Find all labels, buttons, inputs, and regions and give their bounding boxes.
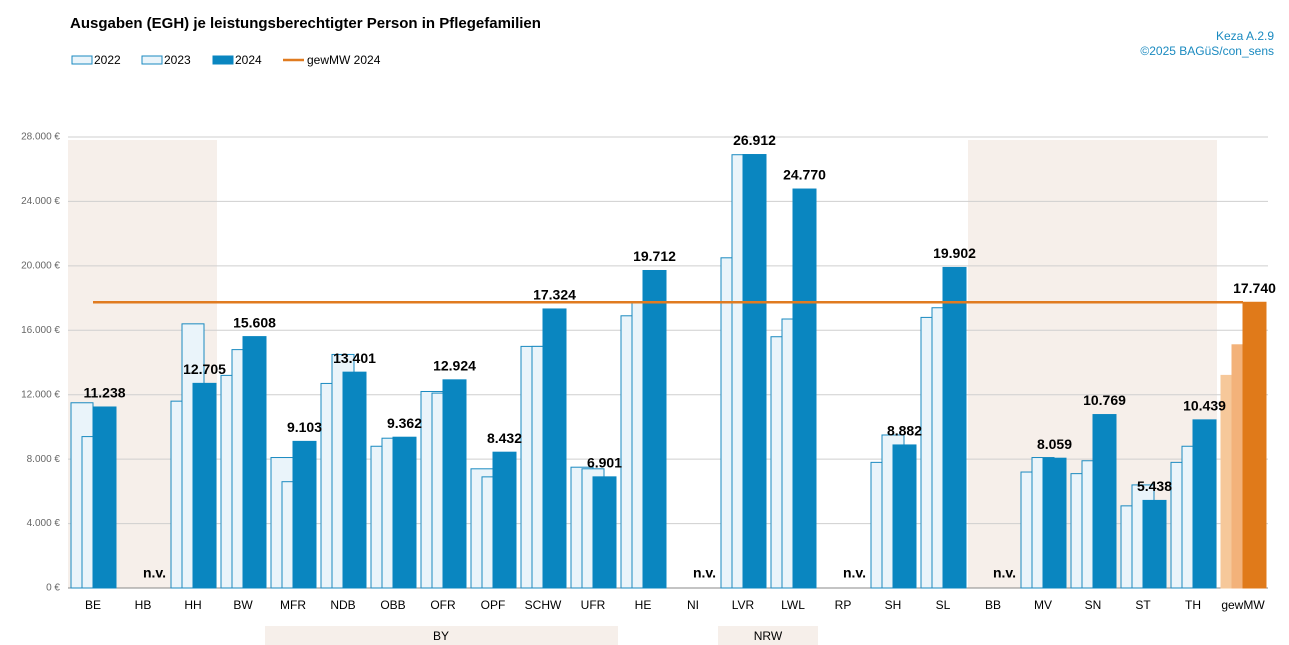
x-tick-label: UFR <box>581 598 606 612</box>
x-tick-label: OBB <box>380 598 405 612</box>
value-label: 9.362 <box>387 415 422 431</box>
note: Keza A.2.9 <box>1216 29 1274 43</box>
x-tick-label: SN <box>1085 598 1102 612</box>
bar <box>342 371 367 589</box>
bar <box>442 379 467 589</box>
y-tick-label: 12.000 € <box>21 389 60 400</box>
x-tick-label: NI <box>687 598 699 612</box>
x-tick-label: BW <box>233 598 253 612</box>
value-label: 26.912 <box>733 132 776 148</box>
value-label: 15.608 <box>233 314 276 330</box>
x-tick-label: HE <box>635 598 652 612</box>
bar <box>92 406 117 589</box>
y-tick-label: 16.000 € <box>21 325 60 336</box>
group-label: NRW <box>754 629 783 643</box>
value-label: 19.712 <box>633 248 676 264</box>
value-label: 5.438 <box>1137 478 1172 494</box>
x-tick-label: RP <box>835 598 852 612</box>
x-tick-label: BE <box>85 598 101 612</box>
bar <box>742 154 767 589</box>
value-label: n.v. <box>843 565 866 581</box>
x-tick-label: HB <box>135 598 152 612</box>
x-tick-label: BB <box>985 598 1001 612</box>
value-label: 6.901 <box>587 455 622 471</box>
bar <box>492 451 517 589</box>
value-label: 13.401 <box>333 350 376 366</box>
bar <box>292 440 317 589</box>
bar <box>1092 414 1117 589</box>
x-tick-label: OFR <box>430 598 456 612</box>
note: ©2025 BAGüS/con_sens <box>1140 44 1274 58</box>
value-label: 10.439 <box>1183 398 1226 414</box>
x-tick-label: MV <box>1034 598 1052 612</box>
y-tick-label: 20.000 € <box>21 260 60 271</box>
x-tick-label: ST <box>1135 598 1151 612</box>
bar <box>1192 419 1217 589</box>
value-label: 17.740 <box>1233 280 1276 296</box>
bar <box>642 269 667 589</box>
x-tick-label: TH <box>1185 598 1201 612</box>
bar <box>892 444 917 589</box>
x-tick-label: SL <box>936 598 951 612</box>
x-tick-label: SH <box>885 598 902 612</box>
value-label: 19.902 <box>933 245 976 261</box>
bar <box>242 336 267 589</box>
value-label: 24.770 <box>783 167 826 183</box>
y-tick-label: 0 € <box>46 583 60 594</box>
bar <box>1242 301 1267 589</box>
group-box <box>265 626 618 645</box>
value-label: 9.103 <box>287 419 322 435</box>
legend-label: 2023 <box>164 53 191 67</box>
bar <box>792 188 817 589</box>
legend-swatch <box>212 55 234 65</box>
legend-swatch <box>71 55 93 65</box>
x-tick-label: NDB <box>330 598 355 612</box>
legend-label: 2024 <box>235 53 262 67</box>
legend-swatch <box>141 55 163 65</box>
value-label: n.v. <box>993 565 1016 581</box>
value-label: n.v. <box>143 565 166 581</box>
value-label: 12.705 <box>183 361 226 377</box>
y-tick-label: 4.000 € <box>27 518 61 529</box>
x-tick-label: MFR <box>280 598 306 612</box>
bar <box>192 382 217 589</box>
x-tick-label: HH <box>184 598 201 612</box>
value-label: 8.059 <box>1037 436 1072 452</box>
value-label: n.v. <box>693 565 716 581</box>
y-tick-label: 28.000 € <box>21 132 60 143</box>
value-label: 11.238 <box>83 385 125 401</box>
y-tick-label: 24.000 € <box>21 196 60 207</box>
group-box <box>718 626 818 645</box>
bar <box>392 436 417 589</box>
legend-label: gewMW 2024 <box>307 53 381 67</box>
value-label: 8.432 <box>487 430 522 446</box>
x-tick-label: gewMW <box>1221 598 1265 612</box>
value-label: 10.769 <box>1083 392 1126 408</box>
bar <box>942 266 967 589</box>
value-label: 8.882 <box>887 423 922 439</box>
x-tick-label: SCHW <box>525 598 562 612</box>
bar <box>1042 457 1067 589</box>
value-label: 17.324 <box>533 287 576 303</box>
legend-label: 2022 <box>94 53 121 67</box>
value-label: 12.924 <box>433 358 476 374</box>
chart-title: Ausgaben (EGH) je leistungsberechtigter … <box>70 15 541 32</box>
group-label: BY <box>433 629 449 643</box>
y-tick-label: 8.000 € <box>27 454 61 465</box>
x-tick-label: OPF <box>481 598 506 612</box>
bar <box>1142 499 1167 589</box>
bar <box>542 308 567 589</box>
x-tick-label: LWL <box>781 598 805 612</box>
x-tick-label: LVR <box>732 598 755 612</box>
bar <box>592 476 617 589</box>
